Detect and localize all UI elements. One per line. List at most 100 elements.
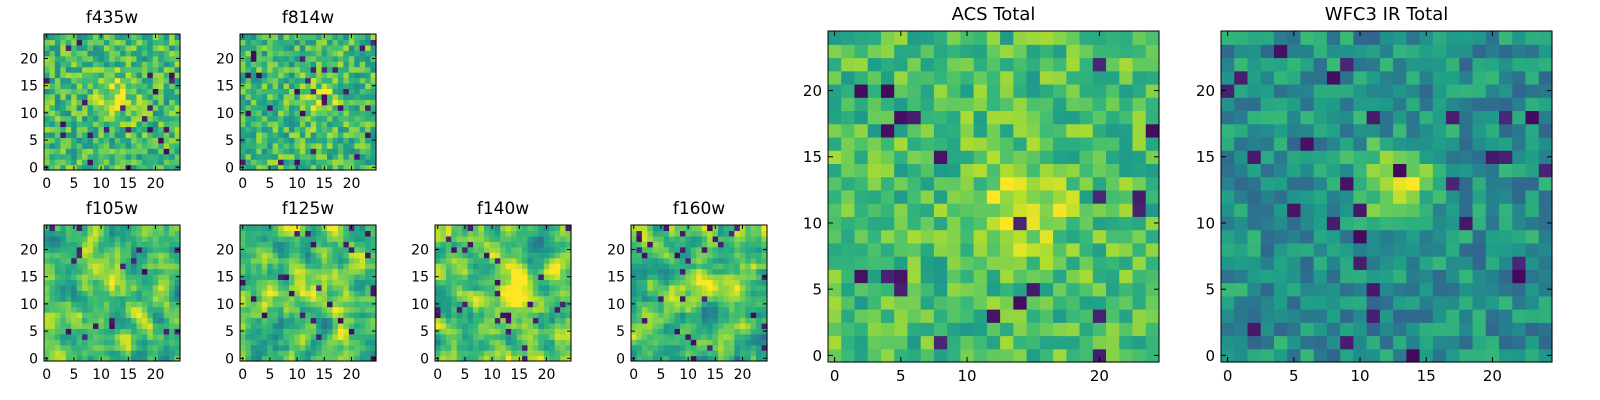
- heatmap-cell: [973, 97, 988, 112]
- heatmap-cell: [136, 50, 143, 57]
- heatmap-cell: [1013, 123, 1028, 138]
- heatmap-cell: [141, 333, 148, 340]
- heatmap-cell: [723, 355, 730, 362]
- heatmap-cell: [549, 333, 556, 340]
- heatmap-cell: [261, 273, 268, 280]
- heatmap-cell: [327, 121, 334, 128]
- heatmap-cell: [87, 306, 94, 313]
- heatmap-cell: [76, 131, 83, 138]
- heatmap-cell: [98, 72, 105, 79]
- heatmap-cell: [451, 284, 458, 291]
- heatmap-cell: [538, 328, 545, 335]
- heatmap-cell: [745, 252, 752, 259]
- heatmap-cell: [1247, 216, 1262, 231]
- heatmap-cell: [1092, 295, 1107, 310]
- heatmap-cell: [267, 142, 274, 149]
- heatmap-cell: [158, 110, 165, 117]
- heatmap-cell: [1300, 269, 1315, 284]
- heatmap-cell: [647, 295, 654, 302]
- heatmap-cell: [103, 290, 110, 297]
- heatmap-cell: [1287, 242, 1302, 257]
- heatmap-cell: [1326, 176, 1341, 191]
- heatmap-cell: [131, 99, 138, 106]
- heatmap-cell: [652, 290, 659, 297]
- heatmap-cell: [973, 322, 988, 337]
- heatmap-cell: [348, 235, 355, 242]
- heatmap-cell: [1132, 83, 1147, 98]
- heatmap-cell: [283, 72, 290, 79]
- heatmap-cell: [1119, 295, 1134, 310]
- heatmap-cell: [1538, 242, 1553, 257]
- heatmap-cell: [92, 164, 99, 171]
- heatmap-cell: [701, 252, 708, 259]
- heatmap-cell: [294, 284, 301, 291]
- heatmap-cell: [332, 241, 339, 248]
- heatmap-cell: [658, 246, 665, 253]
- heatmap-cell: [348, 268, 355, 275]
- heatmap-cell: [44, 104, 51, 111]
- heatmap-cell: [370, 279, 377, 286]
- heatmap-cell: [337, 273, 344, 280]
- heatmap-cell: [543, 328, 550, 335]
- heatmap-cell: [245, 252, 252, 259]
- heatmap-cell: [647, 317, 654, 324]
- heatmap-cell: [44, 241, 51, 248]
- heatmap-cell: [435, 350, 442, 357]
- heatmap-cell: [141, 263, 148, 270]
- heatmap-cell: [647, 241, 654, 248]
- heatmap-cell: [1538, 335, 1553, 350]
- heatmap-cell: [98, 61, 105, 68]
- heatmap-cell: [516, 290, 523, 297]
- heatmap-cell: [327, 225, 334, 232]
- heatmap-cell: [240, 241, 247, 248]
- heatmap-cell: [690, 333, 697, 340]
- heatmap-cell: [272, 284, 279, 291]
- heatmap-cell: [267, 61, 274, 68]
- heatmap-cell: [1066, 83, 1081, 98]
- heatmap-cell: [1066, 229, 1081, 244]
- heatmap-cell: [261, 317, 268, 324]
- heatmap-cell: [723, 339, 730, 346]
- heatmap-cell: [245, 355, 252, 362]
- heatmap-cell: [54, 273, 61, 280]
- heatmap-cell: [1145, 163, 1160, 178]
- heatmap-cell: [120, 126, 127, 133]
- heatmap-cell: [359, 317, 366, 324]
- heatmap-cell: [1313, 242, 1328, 257]
- heatmap-cell: [174, 93, 181, 100]
- heatmap-cell: [87, 355, 94, 362]
- heatmap-cell: [440, 301, 447, 308]
- heatmap-cell: [65, 131, 72, 138]
- heatmap-cell: [98, 328, 105, 335]
- heatmap-cell: [114, 257, 121, 264]
- heatmap-cell: [933, 203, 948, 217]
- heatmap-cell: [560, 279, 567, 286]
- heatmap-cell: [560, 322, 567, 329]
- heatmap-cell: [828, 203, 842, 217]
- heatmap-cell: [60, 137, 67, 144]
- heatmap-cell: [947, 57, 961, 72]
- heatmap-cell: [332, 279, 339, 286]
- heatmap-cell: [1485, 348, 1500, 363]
- heatmap-cell: [44, 317, 51, 324]
- heatmap-cell: [98, 66, 105, 73]
- heatmap-cell: [1106, 269, 1120, 284]
- heatmap-cell: [174, 104, 181, 111]
- heatmap-cell: [973, 216, 988, 231]
- heatmap-cell: [337, 312, 344, 319]
- heatmap-cell: [174, 121, 181, 128]
- heatmap-cell: [169, 82, 176, 89]
- heatmap-cell: [973, 309, 988, 323]
- heatmap-cell: [1221, 163, 1235, 178]
- heatmap-cell: [354, 131, 361, 138]
- heatmap-cell: [327, 93, 334, 100]
- heatmap-cell: [960, 269, 975, 284]
- heatmap-cell: [272, 164, 279, 171]
- heatmap-cell: [250, 225, 257, 232]
- heatmap-cell: [1353, 163, 1368, 178]
- heatmap-cell: [278, 268, 285, 275]
- heatmap-cell: [71, 82, 78, 89]
- heatmap-cell: [549, 312, 556, 319]
- heatmap-cell: [54, 350, 61, 357]
- heatmap-cell: [478, 295, 485, 302]
